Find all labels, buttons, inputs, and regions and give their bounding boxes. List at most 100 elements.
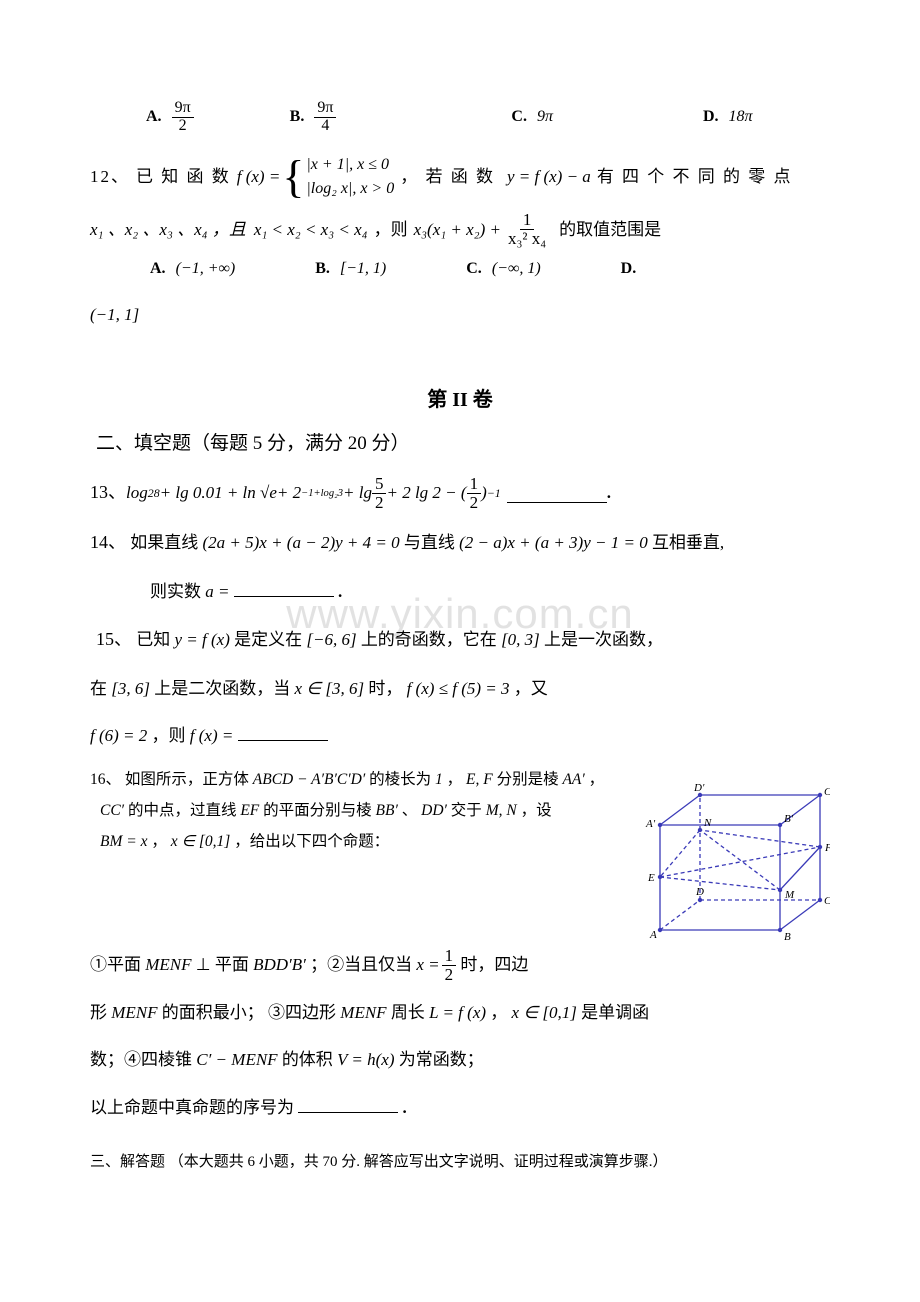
q14-blank bbox=[234, 578, 334, 597]
q12-line2b: 的取值范围是 bbox=[559, 211, 661, 248]
q15-dom3: [3, 6] bbox=[111, 679, 150, 698]
q16-l2b: 的平面分别与棱 bbox=[263, 802, 372, 819]
q16-one: 1 bbox=[435, 771, 443, 788]
svg-text:E: E bbox=[647, 872, 655, 884]
q11-option-c: C. 9π bbox=[511, 108, 553, 126]
q16-xhalf-num: 1 bbox=[442, 947, 457, 966]
svg-text:B: B bbox=[784, 931, 791, 940]
q16-xhalf-frac: 1 2 bbox=[442, 947, 457, 984]
q12-expr-num: 1 bbox=[520, 211, 535, 230]
q16-l1e: ， bbox=[589, 771, 605, 788]
q13-num: 13、 bbox=[90, 473, 126, 513]
q16-cone: C′ − MENF bbox=[196, 1050, 277, 1069]
q14-t2: 与直线 bbox=[404, 533, 455, 552]
q11-a-num: 9π bbox=[172, 100, 194, 118]
q12-expr-frac: 1 x₃² x₄ bbox=[505, 211, 549, 248]
q12-expr-left: x₃(x₁ + x₂) + bbox=[414, 211, 501, 248]
q12-c-label: C. bbox=[466, 260, 482, 278]
q16-p2e: 是单调函 bbox=[581, 1003, 649, 1022]
q12-option-d-val-row: (−1, 1] bbox=[90, 296, 830, 333]
q14-avar: a = bbox=[205, 582, 229, 601]
q15-xr: x ∈ [3, 6] bbox=[294, 679, 364, 698]
q16-vhx: V = h(x) bbox=[337, 1050, 394, 1069]
section3-heading: 三、解答题 （本大题共 6 小题，共 70 分. 解答应写出文字说明、证明过程或… bbox=[90, 1146, 830, 1179]
q16-p2d: ， bbox=[490, 1003, 507, 1022]
q12-d-label: D. bbox=[621, 260, 637, 278]
q12-roots: x₁ 、x₂ 、x₃ 、x₄ ，且 bbox=[90, 211, 246, 248]
q15-t6: 上是二次函数，当 bbox=[154, 679, 290, 698]
q12-num: 12、 bbox=[90, 158, 130, 195]
q16-p1: ①平面 MENF ⊥ 平面 BDD′B′ ；②当且仅当 x = 1 2 时，四边 bbox=[90, 946, 830, 983]
q16-xhalf-den: 2 bbox=[442, 966, 457, 984]
q16-p4: 以上命题中真命题的序号为 . bbox=[90, 1089, 830, 1126]
q16-l3b: ，给出以下四个命题： bbox=[234, 833, 389, 850]
q13-j: + 2 lg 2 − ( bbox=[386, 474, 466, 511]
q11-d-val: 18π bbox=[729, 108, 753, 126]
opt-d-label: D. bbox=[703, 108, 719, 126]
q16-l1a: 如图所示，正方体 bbox=[125, 771, 249, 788]
q12-b-label: B. bbox=[315, 260, 330, 278]
q16-l2a: 的中点，过直线 bbox=[128, 802, 237, 819]
q13-frac2: 1 2 bbox=[467, 475, 482, 512]
q16-l2c: 、 bbox=[402, 802, 418, 819]
q14-t1: 如果直线 bbox=[130, 533, 198, 552]
q13-k-den: 2 bbox=[467, 494, 482, 512]
q14-line2: 则实数 a = . bbox=[90, 573, 830, 610]
svg-text:D: D bbox=[695, 886, 704, 898]
q16-p1d: 时，四边 bbox=[460, 955, 528, 974]
q16-cc: CC′ bbox=[100, 802, 124, 819]
q11-b-frac: 9π 4 bbox=[314, 100, 336, 135]
svg-text:F: F bbox=[824, 842, 830, 854]
svg-text:A′: A′ bbox=[645, 818, 656, 830]
q13-i-den: 2 bbox=[372, 494, 387, 512]
q12-expr-den: x₃² x₄ bbox=[505, 230, 549, 248]
q14-t4: 则实数 bbox=[150, 582, 201, 601]
q16-l1c: ， bbox=[447, 771, 463, 788]
q12-b-val: [−1, 1) bbox=[340, 260, 386, 278]
svg-text:D′: D′ bbox=[693, 782, 705, 794]
q16-bmx: BM = x bbox=[100, 833, 147, 850]
q16-bb: BB′ bbox=[376, 802, 398, 819]
q16-p3a: 数；④四棱锥 bbox=[90, 1050, 192, 1069]
q15-blank bbox=[238, 722, 328, 741]
q15-fineq: f (x) ≤ f (5) = 3 bbox=[407, 679, 510, 698]
svg-text:M: M bbox=[784, 889, 795, 901]
q12-piece1: |x + 1|, x ≤ 0 bbox=[306, 153, 394, 177]
q13-f: + 2 bbox=[277, 474, 301, 511]
svg-text:A: A bbox=[649, 929, 657, 940]
q16-p3b: 的体积 bbox=[282, 1050, 333, 1069]
q16-menf2: MENF bbox=[111, 1003, 157, 1022]
q13-m: −1 bbox=[487, 480, 501, 506]
q16-l3a: ， bbox=[151, 833, 167, 850]
q16-num: 16、 bbox=[90, 771, 121, 788]
q16-p4a: 以上命题中真命题的序号为 bbox=[90, 1098, 294, 1117]
q13-d: + lg 0.01 + ln √ bbox=[160, 474, 270, 511]
q13-period: . bbox=[607, 474, 611, 511]
q12-tail: 有 四 个 不 同 的 零 点 bbox=[597, 158, 793, 195]
q16-dd: DD′ bbox=[421, 802, 447, 819]
q16-ef: E, F bbox=[466, 771, 493, 788]
q11-c-val: 9π bbox=[537, 108, 553, 126]
q11-option-d: D. 18π bbox=[703, 108, 753, 126]
q15-t8: ，又 bbox=[514, 679, 548, 698]
q11-options: A. 9π 2 B. 9π 4 C. 9π D. 18π bbox=[90, 100, 830, 135]
q12-a-label: A. bbox=[150, 260, 166, 278]
q15-line3: f (6) = 2 ，则 f (x) = bbox=[90, 717, 830, 754]
q15-yfx: y = f (x) bbox=[175, 630, 230, 649]
q16-p2: 形 MENF 的面积最小； ③四边形 MENF 周长 L = f (x) ， x… bbox=[90, 994, 830, 1031]
q12-piecewise: { |x + 1|, x ≤ 0 |log₂ x|, x > 0 bbox=[280, 153, 394, 201]
q12-option-d: D. bbox=[621, 260, 647, 278]
cube-svg: ABCDA′B′C′D′EFMN bbox=[630, 770, 830, 940]
q12-line1: 12、 已 知 函 数 f (x) = { |x + 1|, x ≤ 0 |lo… bbox=[90, 153, 830, 201]
q15-dom2: [0, 3] bbox=[501, 630, 540, 649]
q12-mid: ， 若 函 数 bbox=[400, 158, 495, 195]
q12-yfx: y = f (x) − a bbox=[507, 158, 591, 195]
opt-a-label: A. bbox=[146, 108, 162, 126]
q14-period: . bbox=[338, 582, 342, 601]
q12-fx: f (x) = bbox=[237, 158, 281, 195]
q14-line1-eq: (2a + 5)x + (a − 2)y + 4 = 0 bbox=[203, 533, 400, 552]
q16-p3c: 为常函数； bbox=[399, 1050, 484, 1069]
q13-g: −1+log₂3 bbox=[301, 482, 343, 505]
q11-b-num: 9π bbox=[314, 100, 336, 118]
q16-l1d: 分别是棱 bbox=[497, 771, 559, 788]
